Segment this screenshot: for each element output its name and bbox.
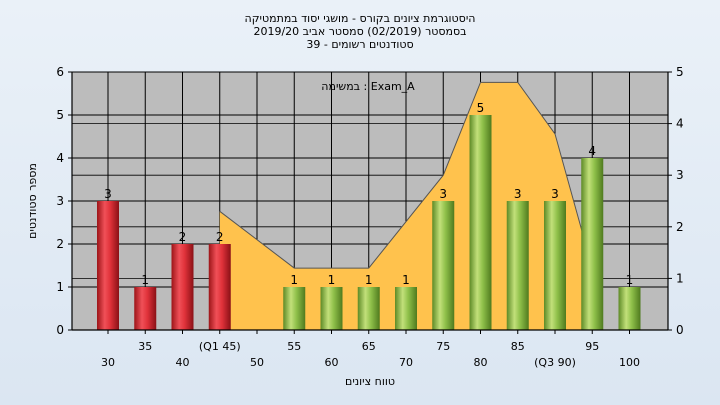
bar-label-70: 1 — [402, 273, 410, 287]
x-tick-label: 80 — [474, 356, 488, 369]
y2-tick-label: 1 — [676, 271, 684, 285]
y-tick-label: 5 — [56, 108, 64, 122]
chart-title-line-1: היסטוגרמת ציונים בקורס - מושגי יסוד במתמ… — [245, 12, 476, 25]
bar-30 — [97, 201, 119, 330]
bar-55 — [283, 287, 306, 330]
x-tick-label: (Q1 45) — [199, 340, 241, 353]
bar-60 — [320, 287, 343, 330]
y2-tick-label: 5 — [676, 65, 684, 79]
bar-label-60: 1 — [328, 273, 336, 287]
y-tick-label: 0 — [56, 323, 64, 337]
y2-tick-label: 0 — [676, 323, 684, 337]
x-tick-label: 100 — [619, 356, 640, 369]
bar-label-30: 3 — [104, 187, 112, 201]
y-tick-label: 1 — [56, 280, 64, 294]
x-tick-label: 70 — [399, 356, 413, 369]
y-tick-label: 2 — [56, 237, 64, 251]
bar-70 — [395, 287, 417, 330]
chart-title-line-3: סטודנטים רשומים - 39 — [306, 38, 413, 51]
bar-label-95: 4 — [588, 144, 596, 158]
x-tick-label: 65 — [362, 340, 376, 353]
x-tick-label: 95 — [585, 340, 599, 353]
bar-40 — [171, 244, 194, 330]
x-tick-label: 85 — [511, 340, 525, 353]
x-tick-label: 55 — [287, 340, 301, 353]
y-axis-label: מספר סטודנטים — [26, 163, 39, 239]
bar-80 — [469, 115, 492, 330]
x-tick-label: 50 — [250, 356, 264, 369]
bar-35 — [134, 287, 157, 330]
bar-label-100: 1 — [626, 273, 634, 287]
bar-65 — [357, 287, 380, 330]
data-labels: 3 1 2 2 1 1 1 1 3 5 3 3 4 1 — [104, 101, 633, 287]
bar-label-40: 2 — [179, 230, 187, 244]
chart-title-line-2: בסמסטר (02/2019) סמסטר אביב 2019/20 — [253, 25, 466, 38]
x-tick-label: 30 — [101, 356, 115, 369]
bar-label-55: 1 — [290, 273, 298, 287]
bar-label-75: 3 — [439, 187, 447, 201]
y2-tick-label: 4 — [676, 117, 684, 131]
x-axis-label: טווח ציונים — [345, 375, 395, 388]
bar-85 — [506, 201, 529, 330]
bar-series — [97, 115, 641, 330]
bar-100 — [618, 287, 641, 330]
y-tick-label: 4 — [56, 151, 64, 165]
bar-75 — [432, 201, 455, 330]
x-tick-label: 75 — [436, 340, 450, 353]
x-tick-label: (Q3 90) — [534, 356, 576, 369]
x-tick-label: 35 — [138, 340, 152, 353]
y2-tick-label: 2 — [676, 220, 684, 234]
bar-label-65: 1 — [365, 273, 373, 287]
bar-45 — [208, 244, 231, 330]
bar-90 — [544, 201, 566, 330]
area-series — [219, 81, 593, 330]
bar-95 — [581, 158, 604, 330]
y2-tick-label: 3 — [676, 168, 684, 182]
bar-label-90: 3 — [551, 187, 559, 201]
bar-label-80: 5 — [477, 101, 485, 115]
distribution-line — [219, 81, 593, 269]
x-tick-label: 60 — [325, 356, 339, 369]
bar-label-35: 1 — [141, 273, 149, 287]
x-tick-label: 40 — [176, 356, 190, 369]
chart-annotation: במשימה : Exam_A — [321, 80, 415, 93]
bar-label-45: 2 — [216, 230, 224, 244]
y-tick-label: 3 — [56, 194, 64, 208]
y-tick-label: 6 — [56, 65, 64, 79]
bar-label-85: 3 — [514, 187, 522, 201]
